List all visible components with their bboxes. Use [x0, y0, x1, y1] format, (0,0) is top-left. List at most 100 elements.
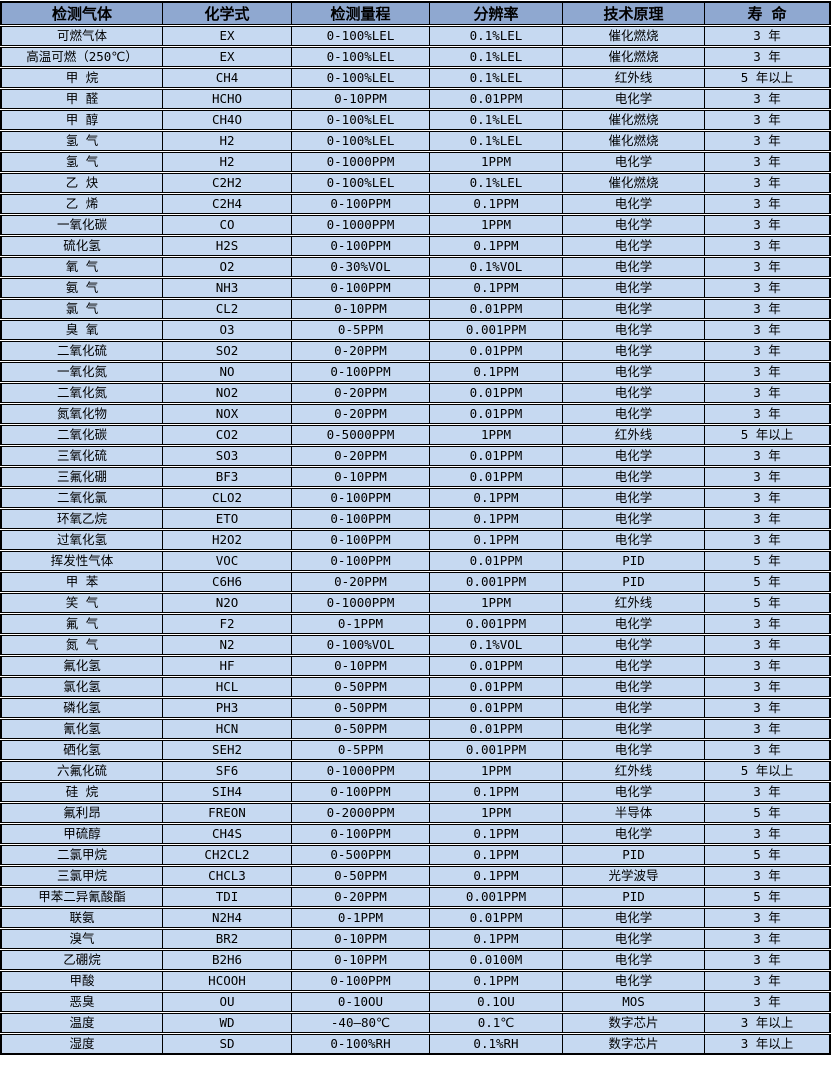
cell-principle: 电化学 [563, 614, 705, 634]
cell-resolution: 0.01PPM [430, 383, 563, 403]
cell-resolution: 0.1%VOL [430, 257, 563, 277]
cell-principle: 电化学 [563, 782, 705, 802]
table-row: 硒化氢 SEH2 0-5PPM 0.001PPM 电化学 3 年 [0, 740, 831, 760]
cell-resolution: 0.1OU [430, 992, 563, 1012]
table-row: 磷化氢 PH3 0-50PPM 0.01PPM 电化学 3 年 [0, 698, 831, 718]
cell-resolution: 0.1%LEL [430, 110, 563, 130]
cell-resolution: 0.1%RH [430, 1034, 563, 1055]
cell-formula: HCN [163, 719, 292, 739]
cell-principle: 电化学 [563, 908, 705, 928]
cell-lifespan: 3 年 [705, 257, 831, 277]
cell-formula: CL2 [163, 299, 292, 319]
cell-lifespan: 3 年 [705, 992, 831, 1012]
cell-gas-name: 挥发性气体 [0, 551, 163, 571]
cell-resolution: 0.1PPM [430, 488, 563, 508]
cell-range: 0-100PPM [292, 194, 430, 214]
cell-formula: H2O2 [163, 530, 292, 550]
cell-range: 0-20PPM [292, 446, 430, 466]
cell-gas-name: 高温可燃（250℃） [0, 47, 163, 67]
cell-formula: C2H4 [163, 194, 292, 214]
cell-gas-name: 一氧化碳 [0, 215, 163, 235]
cell-principle: 红外线 [563, 425, 705, 445]
cell-principle: 半导体 [563, 803, 705, 823]
cell-resolution: 0.01PPM [430, 341, 563, 361]
cell-principle: 电化学 [563, 635, 705, 655]
cell-gas-name: 二氧化氮 [0, 383, 163, 403]
table-row: 笑 气 N2O 0-1000PPM 1PPM 红外线 5 年 [0, 593, 831, 613]
cell-lifespan: 5 年 [705, 887, 831, 907]
cell-gas-name: 六氟化硫 [0, 761, 163, 781]
table-row: 六氟化硫 SF6 0-1000PPM 1PPM 红外线 5 年以上 [0, 761, 831, 781]
cell-gas-name: 氨 气 [0, 278, 163, 298]
table-row: 二氯甲烷 CH2CL2 0-500PPM 0.1PPM PID 5 年 [0, 845, 831, 865]
cell-resolution: 0.01PPM [430, 908, 563, 928]
cell-resolution: 1PPM [430, 215, 563, 235]
col-header-principle: 技术原理 [563, 1, 705, 25]
cell-range: 0-50PPM [292, 719, 430, 739]
table-row: 可燃气体 EX 0-100%LEL 0.1%LEL 催化燃烧 3 年 [0, 26, 831, 46]
cell-formula: F2 [163, 614, 292, 634]
table-row: 氯化氢 HCL 0-50PPM 0.01PPM 电化学 3 年 [0, 677, 831, 697]
cell-gas-name: 乙 烯 [0, 194, 163, 214]
cell-formula: NO [163, 362, 292, 382]
cell-formula: CLO2 [163, 488, 292, 508]
cell-gas-name: 甲酸 [0, 971, 163, 991]
cell-formula: C2H2 [163, 173, 292, 193]
table-row: 二氧化氮 NO2 0-20PPM 0.01PPM 电化学 3 年 [0, 383, 831, 403]
cell-resolution: 0.01PPM [430, 677, 563, 697]
table-row: 湿度 SD 0-100%RH 0.1%RH 数字芯片 3 年以上 [0, 1034, 831, 1055]
cell-gas-name: 甲硫醇 [0, 824, 163, 844]
cell-principle: 电化学 [563, 740, 705, 760]
cell-range: 0-100PPM [292, 782, 430, 802]
cell-principle: 电化学 [563, 383, 705, 403]
cell-gas-name: 二氯甲烷 [0, 845, 163, 865]
cell-formula: CO2 [163, 425, 292, 445]
cell-gas-name: 乙 炔 [0, 173, 163, 193]
table-row: 氢 气 H2 0-100%LEL 0.1%LEL 催化燃烧 3 年 [0, 131, 831, 151]
cell-formula: NOX [163, 404, 292, 424]
cell-gas-name: 三氟化硼 [0, 467, 163, 487]
table-row: 恶臭 OU 0-10OU 0.1OU MOS 3 年 [0, 992, 831, 1012]
cell-formula: O2 [163, 257, 292, 277]
col-header-formula: 化学式 [163, 1, 292, 25]
cell-lifespan: 3 年 [705, 509, 831, 529]
cell-resolution: 1PPM [430, 803, 563, 823]
cell-principle: 电化学 [563, 971, 705, 991]
table-row: 二氧化碳 CO2 0-5000PPM 1PPM 红外线 5 年以上 [0, 425, 831, 445]
cell-formula: PH3 [163, 698, 292, 718]
cell-resolution: 0.1PPM [430, 236, 563, 256]
cell-lifespan: 3 年 [705, 47, 831, 67]
cell-principle: 电化学 [563, 299, 705, 319]
cell-formula: BF3 [163, 467, 292, 487]
cell-formula: CO [163, 215, 292, 235]
cell-resolution: 0.1PPM [430, 971, 563, 991]
cell-gas-name: 臭 氧 [0, 320, 163, 340]
cell-lifespan: 3 年 [705, 971, 831, 991]
cell-lifespan: 5 年 [705, 572, 831, 592]
cell-lifespan: 3 年 [705, 929, 831, 949]
cell-resolution: 0.01PPM [430, 299, 563, 319]
cell-range: 0-10PPM [292, 467, 430, 487]
cell-resolution: 1PPM [430, 152, 563, 172]
cell-formula: C6H6 [163, 572, 292, 592]
cell-formula: SF6 [163, 761, 292, 781]
cell-lifespan: 3 年 [705, 740, 831, 760]
cell-gas-name: 氰化氢 [0, 719, 163, 739]
cell-range: 0-100PPM [292, 278, 430, 298]
col-header-gas-name: 检测气体 [0, 1, 163, 25]
cell-formula: N2 [163, 635, 292, 655]
cell-lifespan: 3 年 [705, 950, 831, 970]
cell-gas-name: 氯 气 [0, 299, 163, 319]
cell-formula: BR2 [163, 929, 292, 949]
cell-formula: N2O [163, 593, 292, 613]
table-row: 三氧化硫 SO3 0-20PPM 0.01PPM 电化学 3 年 [0, 446, 831, 466]
cell-lifespan: 3 年 [705, 383, 831, 403]
cell-resolution: 0.01PPM [430, 698, 563, 718]
cell-principle: 电化学 [563, 656, 705, 676]
cell-range: 0-50PPM [292, 866, 430, 886]
cell-resolution: 0.1%LEL [430, 26, 563, 46]
cell-resolution: 0.1PPM [430, 278, 563, 298]
cell-gas-name: 氮 气 [0, 635, 163, 655]
